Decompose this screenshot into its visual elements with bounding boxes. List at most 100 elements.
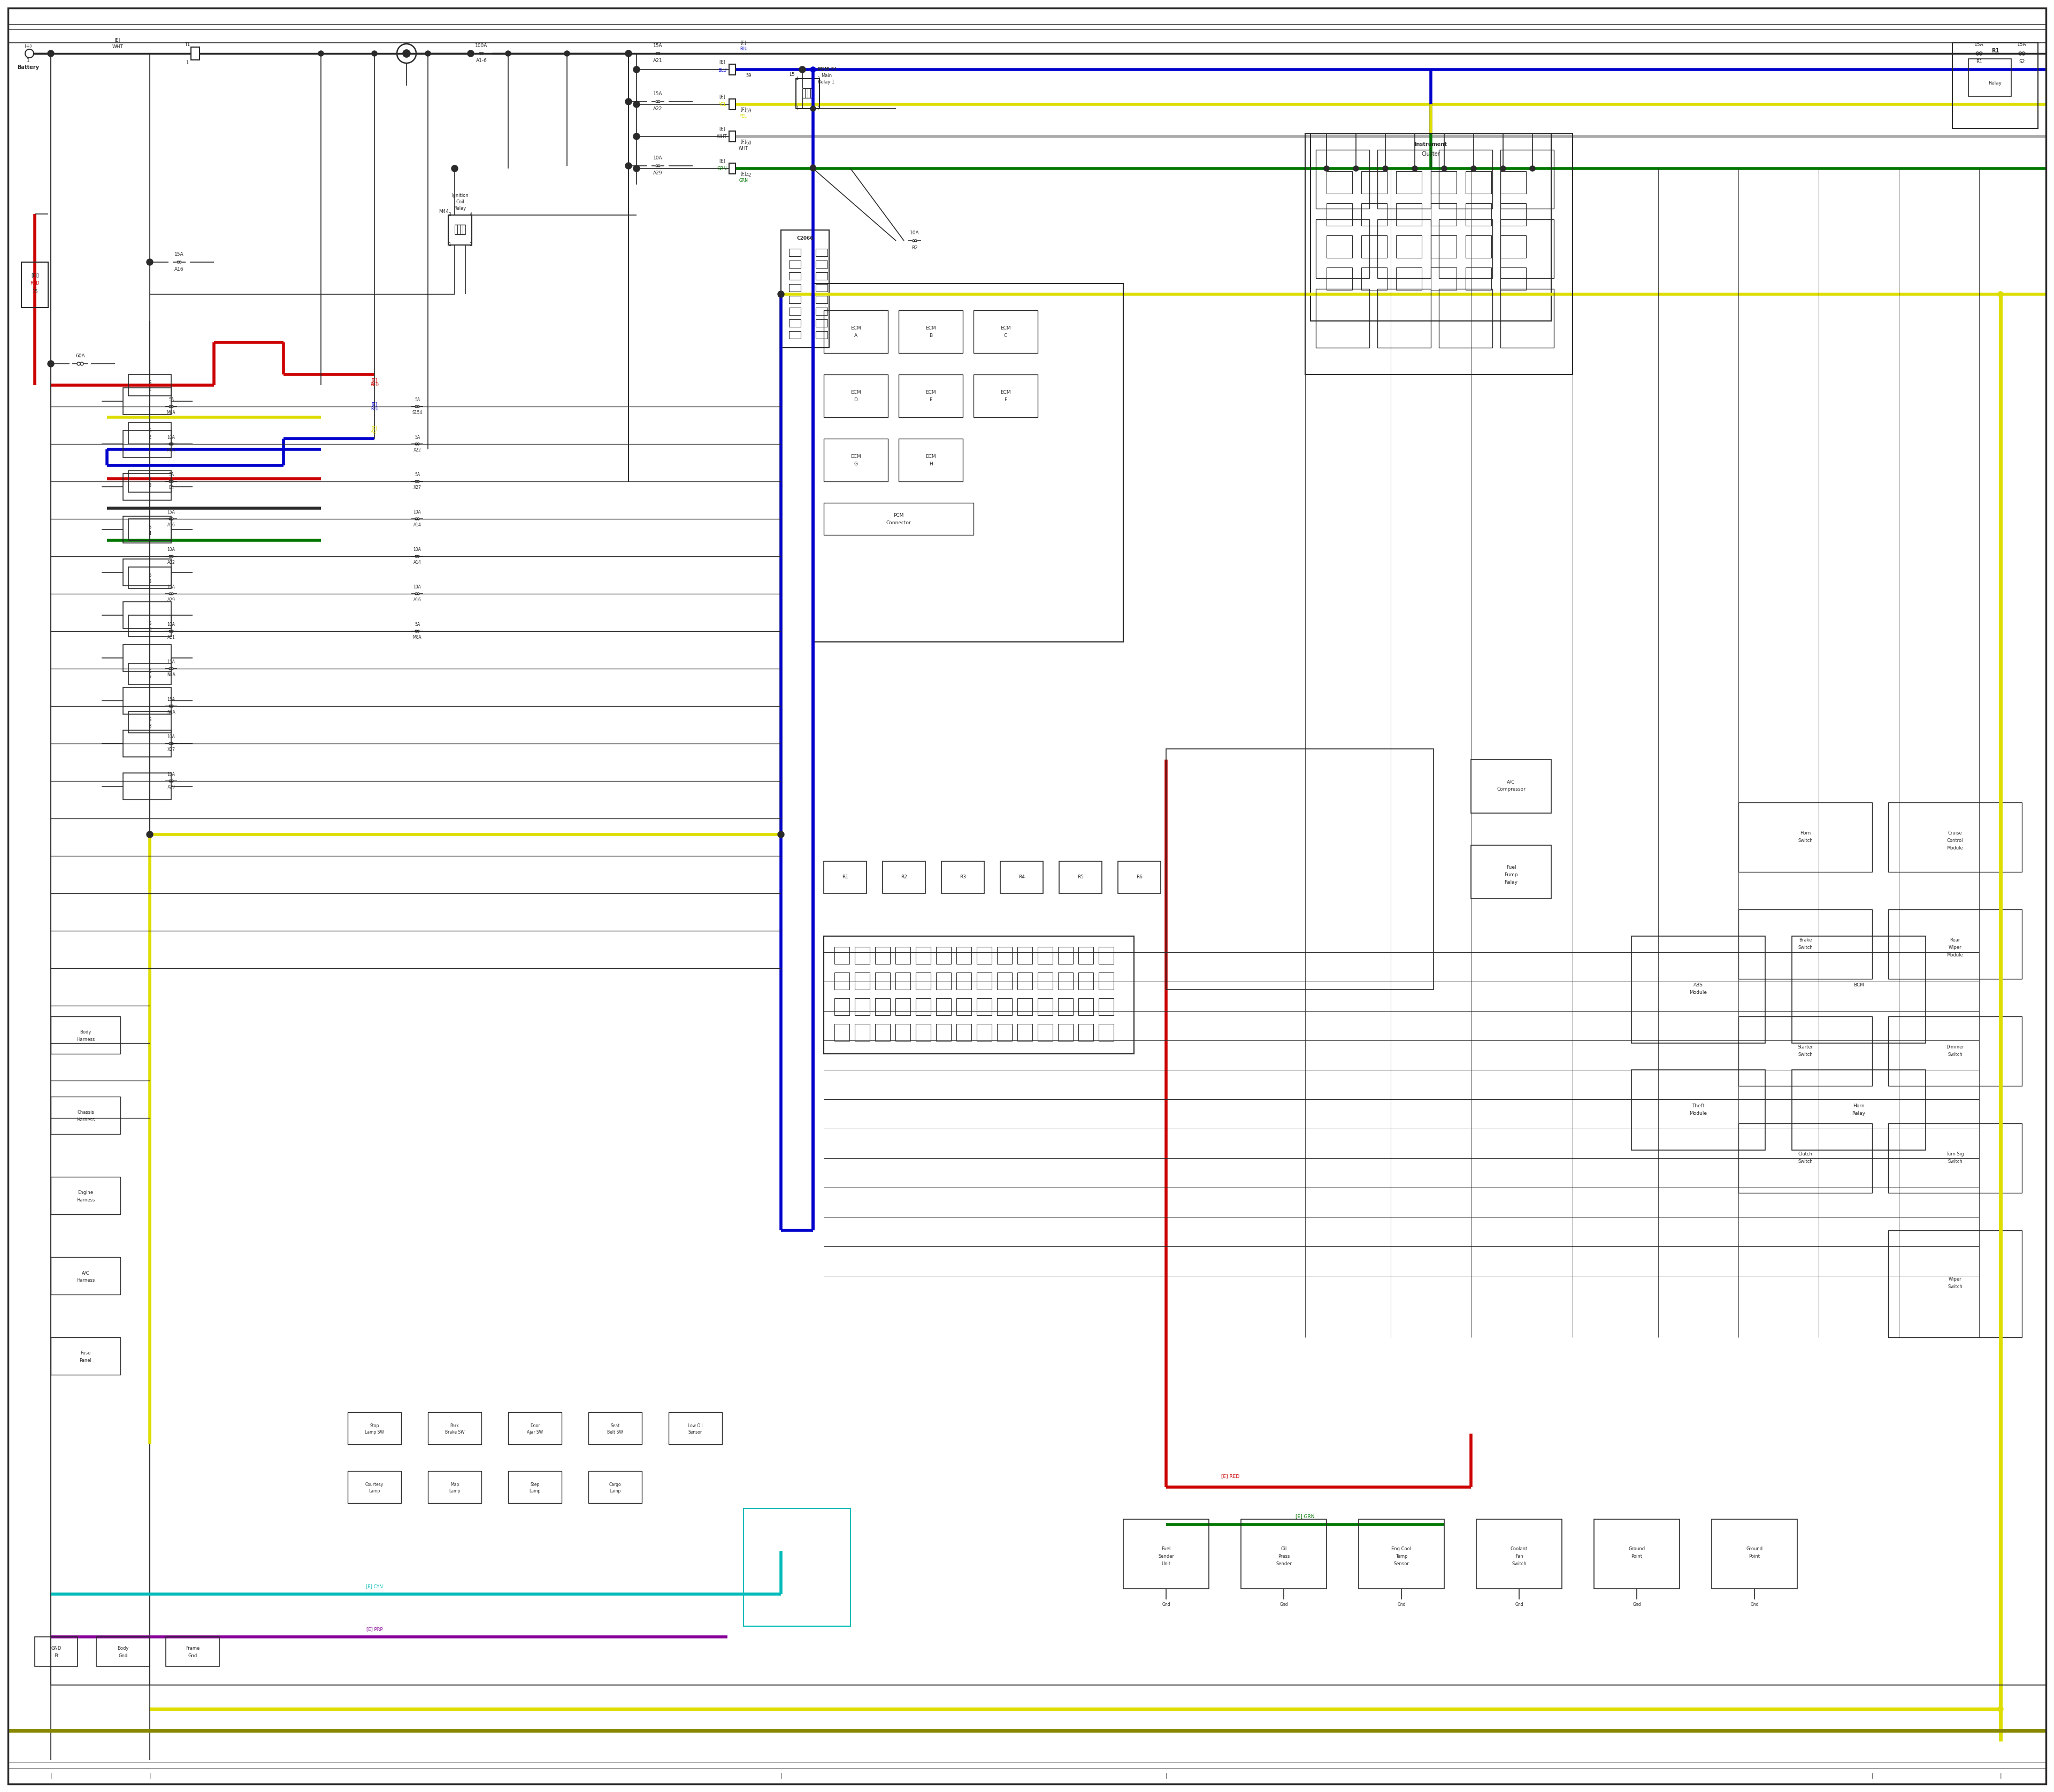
Bar xyxy=(937,998,951,1016)
Bar xyxy=(789,260,801,269)
Text: Press: Press xyxy=(1278,1554,1290,1559)
Bar xyxy=(127,471,170,493)
Bar xyxy=(854,1023,869,1041)
Bar xyxy=(1467,172,1491,194)
Text: [E] RED: [E] RED xyxy=(1220,1475,1239,1478)
Text: [E] PRP: [E] PRP xyxy=(366,1627,382,1633)
Text: WHT: WHT xyxy=(113,45,123,50)
Text: E: E xyxy=(928,398,933,401)
Text: A22: A22 xyxy=(166,561,175,564)
Circle shape xyxy=(47,50,53,56)
Circle shape xyxy=(778,292,785,297)
Circle shape xyxy=(624,163,633,168)
Bar xyxy=(1499,151,1555,208)
Text: Switch: Switch xyxy=(1797,839,1814,842)
Text: Harness: Harness xyxy=(76,1278,94,1283)
Text: [E]: [E] xyxy=(741,108,746,113)
Bar xyxy=(123,729,170,756)
Bar xyxy=(1327,202,1352,226)
Bar xyxy=(670,1412,723,1444)
Bar xyxy=(1499,219,1555,278)
Text: [E]: [E] xyxy=(719,59,725,65)
Circle shape xyxy=(811,167,815,172)
Bar xyxy=(1099,946,1113,964)
Bar xyxy=(1017,998,1033,1016)
Bar xyxy=(1304,134,1573,375)
Text: 5A: 5A xyxy=(168,473,175,477)
Text: F: F xyxy=(1004,398,1006,401)
Bar xyxy=(916,1023,930,1041)
Bar xyxy=(1078,998,1093,1016)
Text: [E]: [E] xyxy=(741,140,746,143)
Circle shape xyxy=(47,360,53,367)
Text: Horn: Horn xyxy=(1799,830,1812,835)
Text: Fuel: Fuel xyxy=(1506,866,1516,871)
Text: Gnd: Gnd xyxy=(1163,1602,1171,1607)
Circle shape xyxy=(146,831,152,837)
Text: S: S xyxy=(148,668,152,674)
Bar xyxy=(824,935,1134,1054)
Text: Fuel: Fuel xyxy=(1161,1546,1171,1552)
Text: ECM: ECM xyxy=(1000,326,1011,332)
Bar xyxy=(729,65,735,75)
Bar xyxy=(1327,172,1352,194)
Bar xyxy=(123,688,170,715)
Bar xyxy=(1078,1023,1093,1041)
Bar xyxy=(978,973,992,989)
Text: 60A: 60A xyxy=(76,353,84,358)
Bar xyxy=(974,310,1037,353)
Text: Lamp SW: Lamp SW xyxy=(366,1430,384,1435)
Text: B2: B2 xyxy=(912,246,918,251)
Bar xyxy=(123,516,170,543)
Text: 5A: 5A xyxy=(415,435,419,441)
Bar xyxy=(1078,973,1093,989)
Text: 1: 1 xyxy=(797,106,799,111)
Text: R2: R2 xyxy=(902,874,908,880)
Text: Wiper: Wiper xyxy=(1949,944,1962,950)
Text: 10A: 10A xyxy=(166,435,175,441)
Bar xyxy=(1440,151,1493,208)
Text: Relay 1: Relay 1 xyxy=(817,81,834,84)
Circle shape xyxy=(148,831,152,837)
Bar xyxy=(123,430,170,457)
Bar xyxy=(815,249,828,256)
Text: 10A: 10A xyxy=(413,548,421,552)
Text: Engine: Engine xyxy=(78,1190,92,1195)
Bar xyxy=(789,332,801,339)
Text: Horn: Horn xyxy=(1853,1104,1865,1107)
Bar xyxy=(1968,59,2011,97)
Bar xyxy=(1711,1520,1797,1590)
Text: 59: 59 xyxy=(746,73,752,79)
Text: 15A: 15A xyxy=(653,43,663,48)
Bar xyxy=(587,1471,641,1503)
Bar xyxy=(941,862,984,894)
Bar xyxy=(978,1023,992,1041)
Bar xyxy=(1099,998,1113,1016)
Bar xyxy=(875,998,889,1016)
Bar xyxy=(1241,1520,1327,1590)
Bar xyxy=(127,423,170,444)
Text: 2: 2 xyxy=(468,242,472,247)
Text: 15A: 15A xyxy=(166,697,175,702)
Text: Seat: Seat xyxy=(610,1423,620,1428)
Text: Lamp: Lamp xyxy=(610,1489,620,1495)
Bar xyxy=(996,998,1013,1016)
Text: A29: A29 xyxy=(653,170,663,176)
Bar xyxy=(824,862,867,894)
Text: [E]: [E] xyxy=(741,41,746,45)
Circle shape xyxy=(47,360,53,366)
Bar xyxy=(1467,267,1491,290)
Text: Ground: Ground xyxy=(1746,1546,1762,1552)
Bar xyxy=(916,973,930,989)
Text: Sender: Sender xyxy=(1276,1561,1292,1566)
Bar xyxy=(35,1636,78,1667)
Bar xyxy=(815,332,828,339)
Text: [E]
YEL: [E] YEL xyxy=(372,426,378,435)
Text: A1-6: A1-6 xyxy=(477,59,487,63)
Text: Body: Body xyxy=(117,1647,129,1650)
Bar xyxy=(51,1177,121,1215)
Circle shape xyxy=(799,66,805,72)
Bar xyxy=(1358,1520,1444,1590)
Text: H: H xyxy=(928,461,933,466)
Text: Low Oil: Low Oil xyxy=(688,1423,702,1428)
